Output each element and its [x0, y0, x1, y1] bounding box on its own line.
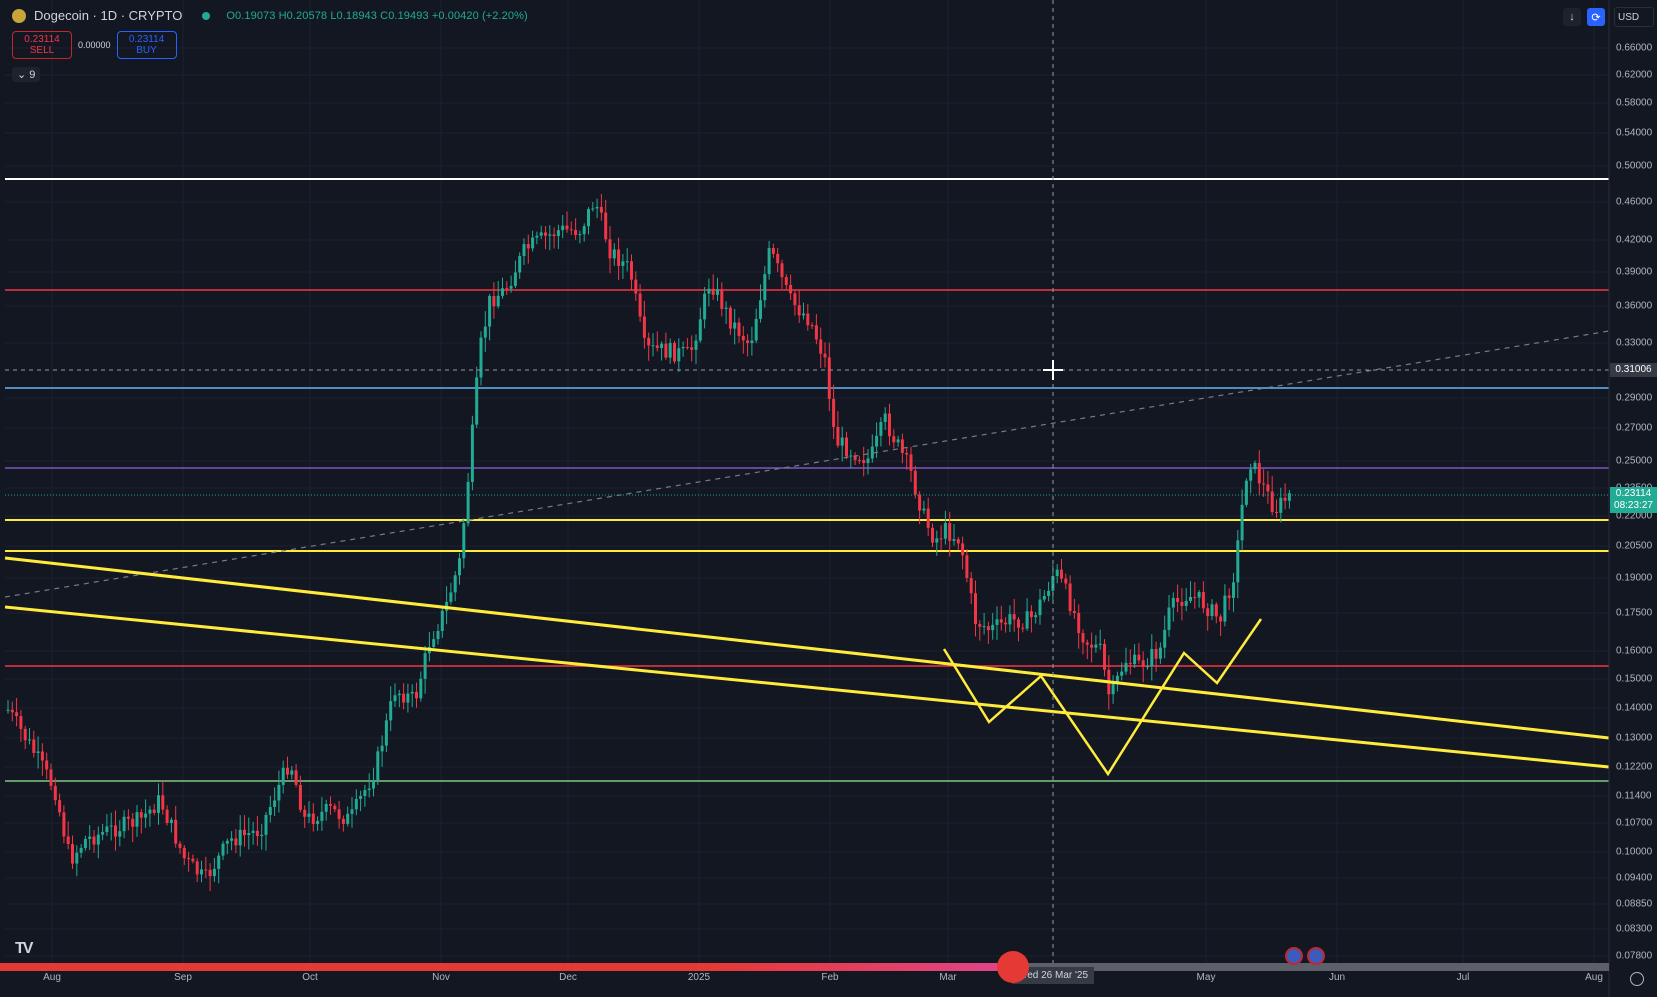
time-tick: Oct: [302, 972, 318, 983]
price-tick: 0.27000: [1616, 422, 1653, 434]
price-tick: 0.29000: [1616, 392, 1653, 404]
currency-value: USD: [1618, 11, 1640, 23]
price-tick: 0.11400: [1616, 790, 1652, 802]
price-tick: 0.12200: [1616, 761, 1653, 773]
price-tick: 0.58000: [1616, 97, 1653, 109]
crosshair: [5, 0, 1609, 967]
trade-panel: 0.23114 SELL 0.00000 0.23114 BUY: [12, 31, 177, 59]
price-tick: 0.07800: [1616, 950, 1653, 962]
price-tick: 0.08300: [1616, 923, 1653, 935]
indicators-toggle[interactable]: ⌄ 9: [12, 67, 41, 82]
video-scrubber-knob[interactable]: [997, 951, 1029, 983]
price-tick: 0.15000: [1616, 673, 1653, 685]
price-tick: 0.16000: [1616, 645, 1653, 657]
download-icon[interactable]: ↓: [1563, 8, 1581, 26]
price-tick: 0.62000: [1616, 69, 1653, 81]
buy-price: 0.23114: [128, 34, 165, 45]
price-tick: 0.10000: [1616, 846, 1653, 858]
current-price: 0.23114: [1615, 488, 1652, 499]
time-tick: Sep: [174, 972, 192, 983]
ohlc-open: O0.19073: [226, 9, 276, 22]
video-progress-remaining[interactable]: [1013, 963, 1609, 971]
price-tick: 0.08850: [1616, 898, 1653, 910]
crosshair-date-badge: Wed 26 Mar '25: [1011, 967, 1095, 984]
symbol-legend: Dogecoin · 1D · CRYPTO O0.19073 H0.20578…: [12, 8, 528, 23]
currency-select[interactable]: USD: [1614, 7, 1654, 27]
sell-button[interactable]: 0.23114 SELL: [12, 31, 72, 59]
time-tick: Feb: [821, 972, 839, 983]
price-tick: 0.09400: [1616, 872, 1653, 884]
time-tick: 2025: [687, 972, 711, 983]
ohlc-values: O0.19073 H0.20578 L0.18943 C0.19493 +0.0…: [226, 10, 527, 22]
ohlc-change: +0.00420 (+2.20%): [431, 9, 528, 22]
indicator-count: 9: [29, 69, 36, 81]
bar-countdown: 08:23:27: [1614, 500, 1653, 511]
sell-price: 0.23114: [24, 34, 60, 45]
event-flag-icon[interactable]: [1307, 947, 1325, 965]
symbol-title[interactable]: Dogecoin · 1D · CRYPTO: [34, 8, 183, 23]
chart-controls: ↓ ⟳: [1563, 8, 1605, 26]
price-tick: 0.17500: [1616, 607, 1653, 619]
price-tick: 0.42000: [1616, 234, 1653, 246]
spread-value: 0.00000: [78, 40, 111, 50]
settings-icon[interactable]: [1630, 972, 1644, 986]
price-tick: 0.19000: [1616, 572, 1653, 584]
time-tick: Mar: [939, 972, 957, 983]
price-tick: 0.39000: [1616, 266, 1653, 278]
chart-grid: [5, 0, 1609, 963]
chevron-down-icon: ⌄: [17, 69, 27, 81]
price-tick: 0.22000: [1616, 510, 1653, 522]
dashed-trendline[interactable]: [4, 330, 1610, 598]
price-tick: 0.10700: [1616, 817, 1653, 829]
buy-button[interactable]: 0.23114 BUY: [116, 31, 177, 59]
sell-label: SELL: [29, 45, 55, 56]
price-tick: 0.13000: [1616, 732, 1653, 744]
price-tick: 0.36000: [1616, 300, 1653, 312]
price-tick: 0.54000: [1616, 127, 1653, 139]
channel-line-lower[interactable]: [4, 605, 1610, 769]
event-flag-icon[interactable]: [1285, 947, 1303, 965]
dogecoin-icon: [12, 8, 26, 23]
buy-label: BUY: [136, 45, 157, 56]
w-pattern-zigzag[interactable]: [942, 618, 1263, 777]
current-price-badge: 0.23114 08:23:27: [1610, 487, 1657, 513]
time-tick: May: [1196, 972, 1216, 983]
price-tick: 0.25000: [1616, 455, 1653, 467]
price-tick: 0.50000: [1616, 160, 1653, 172]
price-tick: 0.66000: [1616, 42, 1653, 54]
time-tick: Jun: [1328, 972, 1346, 983]
ohlc-high: H0.20578: [278, 9, 328, 22]
horizontal-levels[interactable]: [5, 178, 1609, 782]
time-tick: Jul: [1456, 972, 1470, 983]
price-tick: 0.20500: [1616, 540, 1653, 552]
price-tick: 0.33000: [1616, 337, 1653, 349]
ohlc-low: L0.18943: [330, 9, 377, 22]
crosshair-price-badge: 0.31006: [1610, 363, 1657, 377]
time-tick: Aug: [43, 972, 61, 983]
ohlc-close: C0.19493: [380, 9, 429, 22]
tradingview-logo[interactable]: TV: [15, 940, 34, 957]
time-tick: Nov: [432, 972, 450, 983]
time-tick: Aug: [1585, 972, 1603, 983]
time-tick: Dec: [559, 972, 577, 983]
channel-line-upper[interactable]: [4, 556, 1610, 740]
video-progress-played[interactable]: [0, 963, 1013, 971]
candlesticks: [6, 193, 1291, 892]
price-tick: 0.14000: [1616, 702, 1653, 714]
trend-drawings[interactable]: [4, 330, 1610, 777]
market-status-icon: [202, 11, 211, 20]
sync-icon[interactable]: ⟳: [1587, 8, 1605, 26]
price-tick: 0.46000: [1616, 196, 1653, 208]
